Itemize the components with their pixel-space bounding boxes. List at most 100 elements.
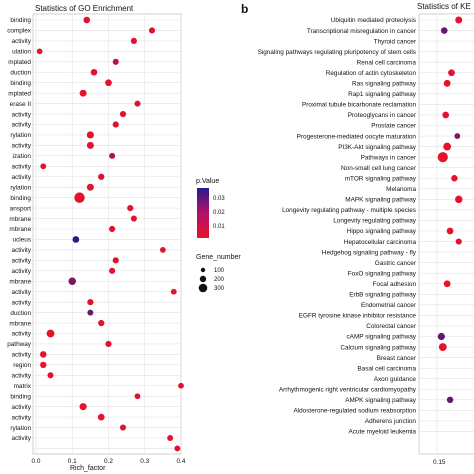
kegg-pathway-label: Hepatocellular carcinoma — [344, 239, 417, 246]
go-point — [98, 319, 105, 327]
go-term-labels: binding complex activity ulation mplated duct… — [7, 17, 32, 442]
kegg-point — [446, 396, 454, 404]
go-point — [46, 329, 55, 338]
go-point — [47, 372, 54, 379]
go-x-tick-label: 0.1 — [68, 458, 77, 465]
go-term-label: mplated — [8, 90, 31, 97]
go-point — [134, 100, 141, 107]
go-x-tick-label: 0.3 — [140, 458, 149, 465]
go-term-label: pathway — [7, 341, 32, 348]
go-point — [174, 445, 181, 452]
go-point — [119, 424, 127, 431]
go-term-label: erase II — [10, 101, 32, 108]
go-chart-title: Statistics of GO Enrichment — [35, 4, 134, 13]
go-point — [127, 205, 134, 212]
go-point — [167, 435, 174, 441]
go-point — [40, 361, 47, 369]
go-point — [86, 183, 94, 191]
go-point — [72, 236, 80, 243]
go-point — [109, 225, 116, 233]
go-point — [130, 37, 137, 44]
go-term-label: activity — [11, 404, 31, 411]
kegg-pathway-label: PI3K-Akt signaling pathway — [338, 144, 417, 151]
kegg-pathway-labels: Ubiquitin mediated proteolysis Transcript… — [258, 17, 417, 435]
go-point — [105, 79, 112, 87]
kegg-pathway-label: Acute myeloid leukemia — [349, 429, 417, 436]
kegg-pathway-label: Melanoma — [386, 186, 416, 193]
go-term-label: activity — [11, 414, 31, 421]
kegg-pathway-label: Longevity regulating pathway — [333, 218, 417, 225]
size-tick-2: 200 — [214, 277, 225, 283]
kegg-pathway-label: Adherens junction — [365, 418, 417, 425]
kegg-point — [437, 332, 445, 341]
kegg-point — [455, 195, 463, 204]
go-term-label: mbrane — [9, 226, 31, 233]
go-term-label: ucleus — [13, 237, 31, 244]
kegg-points — [437, 16, 463, 404]
go-term-label: activity — [11, 164, 31, 171]
kegg-pathway-label: Transcriptional misregulation in cancer — [307, 28, 417, 35]
kegg-pathway-label: ErbB signaling pathway — [349, 292, 417, 299]
kegg-pathway-label: Prostate cancer — [371, 123, 417, 130]
kegg-pathway-label: FoxO signaling pathway — [348, 270, 417, 277]
kegg-pathway-label: Progesterone-mediated oocyte maturation — [297, 133, 417, 140]
kegg-enrichment-panel: b Statistics of KE Ubiquitin mediated pr… — [241, 2, 474, 466]
kegg-pathway-label: Focal adhesion — [373, 281, 417, 288]
size-key-100 — [200, 267, 206, 273]
kegg-point — [442, 111, 450, 119]
go-term-label: duction — [10, 69, 31, 76]
go-term-label: binding — [10, 17, 31, 24]
kegg-pathway-label: Proximal tubule bicarbonate reclamation — [302, 102, 416, 109]
colorbar-tick-3: 0.01 — [213, 224, 225, 230]
go-point — [178, 382, 184, 389]
kegg-point — [440, 27, 448, 34]
go-point — [86, 141, 94, 149]
size-tick-3: 300 — [214, 286, 225, 292]
go-point — [79, 403, 87, 411]
go-point — [130, 215, 137, 222]
go-gridlines — [33, 14, 182, 454]
legend: p.Value 0.03 0.02 0.01 Gene_number 100 2… — [196, 178, 241, 293]
go-point — [109, 267, 116, 274]
kegg-pathway-label: Breast cancer — [377, 355, 417, 362]
go-term-label: matrix — [14, 383, 32, 390]
go-plot-frame — [32, 13, 182, 455]
go-point — [148, 27, 156, 34]
kegg-pathway-label: Arrhythmogenic right ventricular cardiom… — [279, 386, 417, 393]
kegg-point — [437, 152, 448, 163]
kegg-pathway-label: Hedgehog signaling pathway - fly — [322, 249, 417, 256]
kegg-point — [451, 175, 458, 182]
kegg-pathway-label: Gastric cancer — [375, 260, 417, 267]
go-point — [39, 351, 47, 358]
go-term-label: binding — [10, 195, 31, 202]
go-term-label: activity — [11, 373, 31, 380]
go-point — [105, 340, 112, 348]
go-term-label: mbrane — [9, 216, 31, 223]
kegg-chart-title: Statistics of KE — [417, 2, 471, 11]
go-term-label: activity — [11, 258, 31, 265]
kegg-pathway-label: cAMP signaling pathway — [346, 334, 416, 341]
go-x-tick-label: 0.4 — [177, 458, 186, 465]
go-point — [112, 257, 119, 264]
go-point — [40, 163, 47, 170]
kegg-x-tick: 0.15 — [433, 459, 446, 466]
go-point — [97, 413, 105, 421]
go-point — [83, 16, 91, 24]
go-point — [87, 309, 94, 316]
go-term-label: mbrane — [9, 278, 31, 285]
go-point — [119, 110, 127, 118]
kegg-pathway-label: Longevity regulating pathway - multiple … — [282, 207, 416, 214]
colorbar-tick-1: 0.03 — [213, 196, 225, 202]
kegg-pathway-label: Non-small cell lung cancer — [341, 165, 417, 172]
go-point — [68, 277, 76, 285]
go-point — [170, 288, 177, 295]
kegg-pathway-label: Basal cell carcinoma — [357, 365, 416, 372]
go-point — [86, 131, 94, 139]
go-term-label: activity — [11, 331, 31, 338]
kegg-pathway-label: Ras signaling pathway — [352, 81, 417, 88]
go-term-label: binding — [10, 80, 31, 87]
go-term-label: activity — [11, 268, 31, 275]
go-point — [112, 58, 119, 65]
kegg-pathway-label: EGFR tyrosine kinase inhibitor resistanc… — [299, 313, 417, 320]
